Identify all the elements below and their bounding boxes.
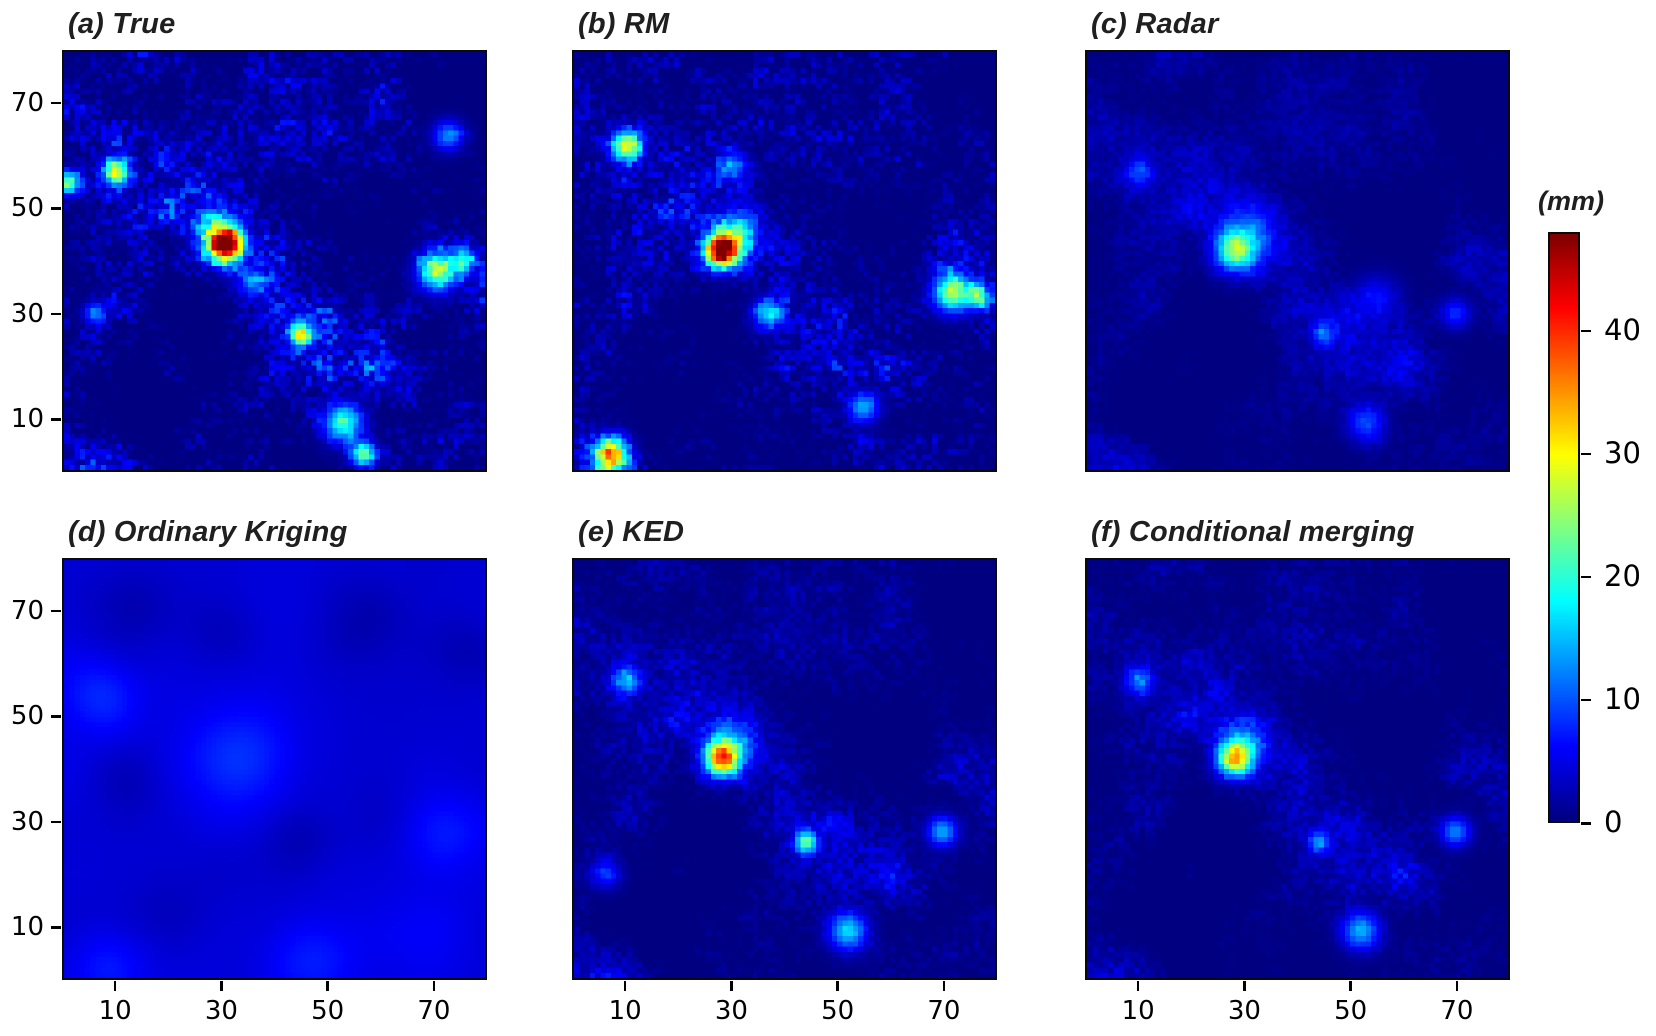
- heatmap-canvas-rm: [574, 52, 995, 470]
- heatmap-canvas-ked: [574, 560, 995, 978]
- heatmap-panel-true: (a) True: [62, 8, 487, 472]
- colorbar-unit-label: (mm): [1538, 186, 1604, 216]
- colorbar-gradient: [1550, 234, 1578, 821]
- x-axis-tickmark: [326, 981, 329, 991]
- x-axis-tick-label: 30: [204, 996, 238, 1026]
- colorbar-tickmark: [1581, 698, 1591, 702]
- x-axis-tick-label: 70: [417, 996, 451, 1026]
- colorbar: [1548, 232, 1580, 823]
- x-axis-tick-label: 50: [311, 996, 345, 1026]
- y-axis-tickmark: [51, 715, 61, 718]
- y-axis-tickmark: [51, 418, 61, 421]
- y-axis-tick-label: 30: [10, 806, 44, 837]
- panel-title-ordinary-kriging: (d) Ordinary Kriging: [68, 516, 348, 548]
- y-axis-tickmark: [51, 820, 61, 824]
- heatmap-panel-conditional-merging: (f) Conditional merging: [1085, 516, 1510, 980]
- y-axis-tick-label: 50: [10, 193, 44, 224]
- y-axis-tickmark: [51, 207, 61, 210]
- x-axis-tick-label: 70: [1440, 996, 1474, 1026]
- heatmap-canvas-true: [64, 52, 485, 470]
- colorbar-tick-label: 40: [1604, 312, 1641, 347]
- x-axis-tick-label: 50: [1334, 996, 1368, 1026]
- y-axis-tick-label: 10: [10, 912, 44, 943]
- panel-title-ked: (e) KED: [578, 516, 685, 548]
- y-axis-tick-label: 50: [10, 701, 44, 732]
- x-axis-tick-label: 10: [1121, 996, 1155, 1026]
- heatmap-panel-ked: (e) KED: [572, 516, 997, 980]
- panel-title-true: (a) True: [68, 8, 176, 40]
- y-axis-tickmark: [51, 609, 61, 613]
- heatmap-panel-radar: (c) Radar: [1085, 8, 1510, 472]
- heatmap-panel-ordinary-kriging: (d) Ordinary Kriging: [62, 516, 487, 980]
- x-axis-tickmark: [623, 981, 627, 991]
- y-axis-tickmark: [51, 312, 61, 316]
- x-axis-tickmark: [1349, 981, 1352, 991]
- y-axis-tickmark: [51, 926, 61, 929]
- x-axis-tickmark: [220, 981, 223, 991]
- x-axis-tickmark: [730, 981, 733, 991]
- panel-title-radar: (c) Radar: [1091, 8, 1219, 40]
- x-axis-tickmark: [1136, 981, 1140, 991]
- colorbar-tick-label: 20: [1604, 558, 1641, 593]
- x-axis-tick-label: 30: [1227, 996, 1261, 1026]
- colorbar-tick-label: 30: [1604, 435, 1641, 470]
- y-axis-tick-label: 70: [10, 87, 44, 118]
- colorbar-tick-label: 0: [1604, 805, 1623, 839]
- x-axis-tick-label: 10: [608, 996, 642, 1026]
- panel-title-conditional-merging: (f) Conditional merging: [1091, 516, 1415, 548]
- x-axis-tickmark: [113, 981, 117, 991]
- x-axis-tickmark: [836, 981, 839, 991]
- y-axis-tickmark: [51, 101, 61, 105]
- x-axis-tickmark: [432, 981, 436, 991]
- x-axis-tick-label: 70: [927, 996, 961, 1026]
- colorbar-tickmark: [1581, 822, 1591, 825]
- colorbar-tick-label: 10: [1604, 681, 1641, 716]
- heatmap-canvas-ordinary-kriging: [64, 560, 485, 978]
- y-axis-tick-label: 70: [10, 595, 44, 626]
- x-axis-tick-label: 30: [714, 996, 748, 1026]
- colorbar-tickmark: [1581, 452, 1591, 456]
- colorbar-tickmark: [1581, 575, 1591, 579]
- panel-title-rm: (b) RM: [578, 8, 670, 40]
- x-axis-tick-label: 50: [821, 996, 855, 1026]
- heatmap-canvas-conditional-merging: [1087, 560, 1508, 978]
- y-axis-tick-label: 30: [10, 298, 44, 329]
- y-axis-tick-label: 10: [10, 404, 44, 435]
- x-axis-tickmark: [942, 981, 946, 991]
- colorbar-tickmark: [1581, 329, 1591, 332]
- x-axis-tick-label: 10: [98, 996, 132, 1026]
- heatmap-canvas-radar: [1087, 52, 1508, 470]
- x-axis-tickmark: [1243, 981, 1246, 991]
- x-axis-tickmark: [1455, 981, 1459, 991]
- heatmap-panel-rm: (b) RM: [572, 8, 997, 472]
